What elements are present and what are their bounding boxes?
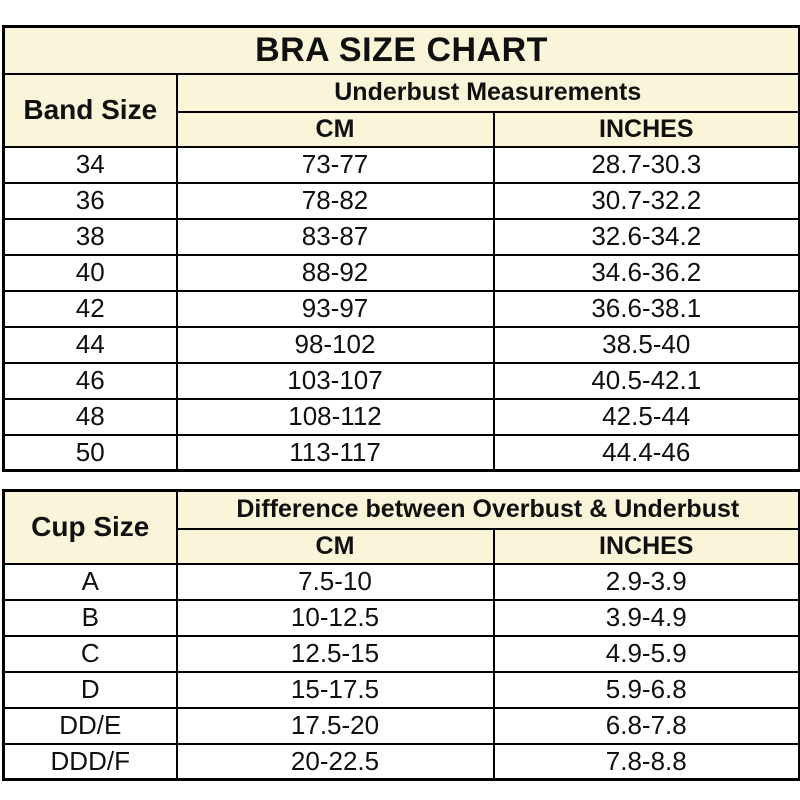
table-cell: 36.6-38.1 xyxy=(492,289,800,328)
table-cell: 88-92 xyxy=(175,253,495,292)
table-cell: 5.9-6.8 xyxy=(492,670,800,709)
table-cell: 4.9-5.9 xyxy=(492,634,800,673)
table-row: 42 93-97 36.6-38.1 xyxy=(2,289,800,328)
table-cell: 32.6-34.2 xyxy=(492,217,800,256)
band-size-column-header: Band Size xyxy=(2,72,178,148)
title-row: BRA SIZE CHART xyxy=(2,25,800,75)
table-cell: DD/E xyxy=(2,706,178,745)
table-cell: 103-107 xyxy=(175,361,495,400)
bra-size-chart-page: BRA SIZE CHART Band Size Underbust Measu… xyxy=(2,25,800,781)
table-cell: 36 xyxy=(2,181,178,220)
table-cell: 48 xyxy=(2,397,178,436)
cup-size-rows: A 7.5-10 2.9-3.9 B 10-12.5 3.9-4.9 C 12.5-15 4.9… xyxy=(2,562,800,781)
table-cell: 40.5-42.1 xyxy=(492,361,800,400)
table-row: 38 83-87 32.6-34.2 xyxy=(2,217,800,256)
cup-size-table: Cup Size Difference between Overbust & U… xyxy=(2,489,800,781)
table-cell: 98-102 xyxy=(175,325,495,364)
table-cell: 28.7-30.3 xyxy=(492,145,800,184)
band-size-rows: 34 73-77 28.7-30.3 36 78-82 30.7-32.2 38 83-87 3… xyxy=(2,145,800,472)
table-row: 36 78-82 30.7-32.2 xyxy=(2,181,800,220)
cup-cm-column-header: CM xyxy=(175,527,495,565)
table-cell: 15-17.5 xyxy=(175,670,495,709)
underbust-measurements-header: Underbust Measurements xyxy=(175,72,800,113)
table-cell: 10-12.5 xyxy=(175,598,495,637)
table-cell: 46 xyxy=(2,361,178,400)
table-row: D 15-17.5 5.9-6.8 xyxy=(2,670,800,709)
table-cell: 50 xyxy=(2,433,178,472)
table-cell: 7.8-8.8 xyxy=(492,742,800,781)
table-cell: 2.9-3.9 xyxy=(492,562,800,601)
table-cell: 34 xyxy=(2,145,178,184)
table-cell: 42 xyxy=(2,289,178,328)
table-cell: D xyxy=(2,670,178,709)
table-row: A 7.5-10 2.9-3.9 xyxy=(2,562,800,601)
table-cell: 113-117 xyxy=(175,433,495,472)
table-cell: 73-77 xyxy=(175,145,495,184)
table-cell: 3.9-4.9 xyxy=(492,598,800,637)
table-cell: B xyxy=(2,598,178,637)
cup-inches-column-header: INCHES xyxy=(492,527,800,565)
table-cell: 38.5-40 xyxy=(492,325,800,364)
table-cell: 108-112 xyxy=(175,397,495,436)
table-row: 44 98-102 38.5-40 xyxy=(2,325,800,364)
table-row: C 12.5-15 4.9-5.9 xyxy=(2,634,800,673)
table-cell: 42.5-44 xyxy=(492,397,800,436)
table-cell: C xyxy=(2,634,178,673)
table-cell: 78-82 xyxy=(175,181,495,220)
table-cell: 83-87 xyxy=(175,217,495,256)
table-cell: 30.7-32.2 xyxy=(492,181,800,220)
band-size-table: BRA SIZE CHART Band Size Underbust Measu… xyxy=(2,25,800,472)
table-cell: 20-22.5 xyxy=(175,742,495,781)
table-cell: 40 xyxy=(2,253,178,292)
table-cell: 6.8-7.8 xyxy=(492,706,800,745)
table-row: 34 73-77 28.7-30.3 xyxy=(2,145,800,184)
table-row: 50 113-117 44.4-46 xyxy=(2,433,800,472)
table-row: DD/E 17.5-20 6.8-7.8 xyxy=(2,706,800,745)
band-cm-column-header: CM xyxy=(175,110,495,148)
table-row: 40 88-92 34.6-36.2 xyxy=(2,253,800,292)
table-row: 46 103-107 40.5-42.1 xyxy=(2,361,800,400)
table-cell: 44.4-46 xyxy=(492,433,800,472)
cup-size-column-header: Cup Size xyxy=(2,489,178,565)
band-header-row: Band Size Underbust Measurements xyxy=(2,72,800,148)
band-inches-column-header: INCHES xyxy=(492,110,800,148)
table-cell: 38 xyxy=(2,217,178,256)
table-row: DDD/F 20-22.5 7.8-8.8 xyxy=(2,742,800,781)
table-cell: 44 xyxy=(2,325,178,364)
table-cell: 34.6-36.2 xyxy=(492,253,800,292)
page-title: BRA SIZE CHART xyxy=(2,25,800,75)
band-unit-row: CM INCHES xyxy=(4,110,800,148)
table-row: 48 108-112 42.5-44 xyxy=(2,397,800,436)
table-row: B 10-12.5 3.9-4.9 xyxy=(2,598,800,637)
table-cell: DDD/F xyxy=(2,742,178,781)
table-cell: 12.5-15 xyxy=(175,634,495,673)
table-cell: 93-97 xyxy=(175,289,495,328)
cup-unit-row: CM INCHES xyxy=(4,527,800,565)
difference-overbust-underbust-header: Difference between Overbust & Underbust xyxy=(175,489,800,530)
table-cell: 17.5-20 xyxy=(175,706,495,745)
table-cell: A xyxy=(2,562,178,601)
cup-header-row: Cup Size Difference between Overbust & U… xyxy=(2,489,800,565)
table-cell: 7.5-10 xyxy=(175,562,495,601)
